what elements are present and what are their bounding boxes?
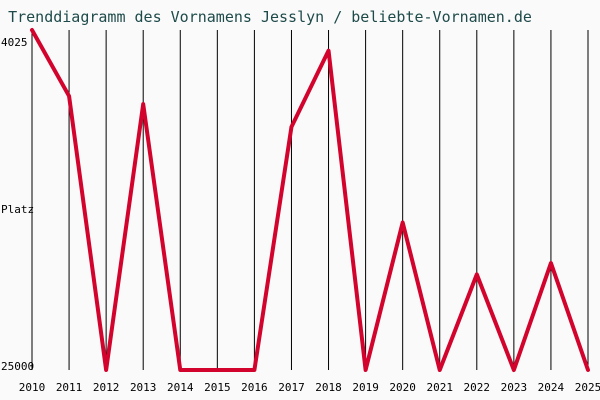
x-tick-label-2015: 2015: [204, 381, 231, 394]
x-axis: 2010 2011 2012 2013 2014 2015 2016 2017 2018 2019…: [19, 381, 600, 394]
x-tick-label-2010: 2010: [19, 381, 46, 394]
x-tick-label-2019: 2019: [352, 381, 379, 394]
x-tick-label-2020: 2020: [389, 381, 416, 394]
data-point-2014: [179, 369, 181, 371]
y-axis-label: Platz: [1, 203, 34, 216]
x-tick-label-2021: 2021: [426, 381, 453, 394]
x-tick-label-2022: 2022: [464, 381, 491, 394]
data-point-2022: [476, 273, 478, 275]
x-tick-label-2024: 2024: [538, 381, 565, 394]
data-point-2018: [328, 50, 330, 52]
data-point-2021: [439, 369, 441, 371]
data-point-2025: [587, 369, 589, 371]
series-group: [30, 28, 590, 372]
data-point-2024: [550, 262, 552, 264]
x-tick-label-2025: 2025: [575, 381, 600, 394]
x-tick-label-2017: 2017: [278, 381, 305, 394]
chart-title: Trenddiagramm des Vornamens Jesslyn / be…: [8, 8, 532, 26]
grid-lines: [31, 30, 589, 370]
x-tick-label-2013: 2013: [130, 381, 157, 394]
data-point-2023: [513, 369, 515, 371]
data-point-2012: [105, 369, 107, 371]
x-tick-label-2023: 2023: [501, 381, 528, 394]
data-point-2016: [253, 369, 255, 371]
x-tick-label-2012: 2012: [93, 381, 120, 394]
x-tick-label-2018: 2018: [315, 381, 342, 394]
y-tick-label-top: 4025: [1, 36, 28, 49]
data-point-2017: [290, 126, 292, 128]
data-point-2020: [402, 221, 404, 223]
x-tick-label-2011: 2011: [56, 381, 83, 394]
y-axis: 4025 Platz 25000: [1, 36, 34, 373]
data-point-2010: [31, 29, 33, 31]
y-tick-label-bottom: 25000: [1, 360, 34, 373]
x-tick-label-2014: 2014: [167, 381, 194, 394]
data-point-2011: [68, 95, 70, 97]
data-point-2019: [365, 369, 367, 371]
data-point-2015: [216, 369, 218, 371]
data-point-2013: [142, 103, 144, 105]
series-line-0: [30, 28, 590, 372]
x-tick-label-2016: 2016: [241, 381, 268, 394]
